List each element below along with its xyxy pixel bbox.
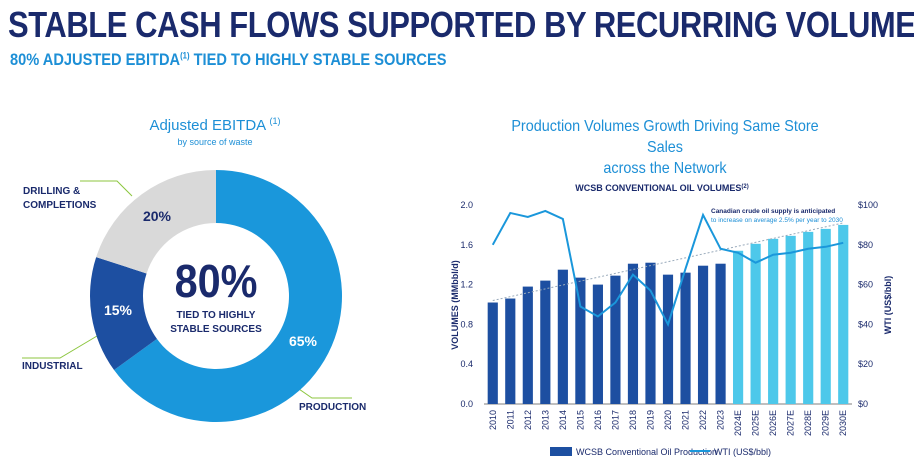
x-tick-label: 2022 [698, 410, 708, 430]
y-axis-left: 0.0 0.4 0.8 1.2 1.6 2.0 [460, 200, 473, 409]
x-tick-label: 2014 [558, 410, 568, 430]
bars [487, 224, 849, 404]
bar [680, 272, 691, 404]
y2-tick-label: $40 [858, 319, 873, 329]
x-tick-label: 2012 [523, 410, 533, 430]
bar [715, 263, 726, 404]
chart-title: Production Volumes Growth Driving Same S… [511, 118, 819, 177]
x-tick-label: 2029E [821, 410, 831, 436]
label-drilling: DRILLING & COMPLETIONS [23, 186, 97, 211]
x-tick-label: 2018 [628, 410, 638, 430]
bar [505, 298, 516, 404]
x-tick-label: 2011 [505, 410, 515, 429]
bar [487, 302, 498, 404]
legend-bar-label: WCSB Conventional Oil Production [576, 447, 717, 457]
chart-subtitle-footnote: (2) [741, 184, 748, 190]
x-tick-label: 2019 [645, 410, 655, 430]
y2-tick-label: $80 [858, 240, 873, 250]
donut-subtitle: by source of waste [177, 137, 253, 147]
legend: WCSB Conventional Oil Production WTI (US… [550, 447, 771, 457]
x-tick-label: 2015 [575, 410, 585, 430]
y2-tick-label: $60 [858, 280, 873, 290]
x-tick-label: 2020 [663, 410, 673, 430]
page-title: STABLE CASH FLOWS SUPPORTED BY RECURRING… [8, 4, 914, 45]
x-tick-label: 2025E [751, 410, 761, 436]
legend-bar-swatch [550, 447, 572, 456]
x-tick-label: 2010 [488, 410, 498, 430]
x-tick-label: 2024E [733, 410, 743, 436]
bar [803, 231, 814, 404]
bar [838, 224, 849, 404]
bar [697, 265, 709, 404]
y2-axis-label: WTI (US$/bbl) [883, 276, 893, 335]
x-tick-label: 2023 [716, 410, 726, 430]
bar [540, 280, 551, 404]
x-tick-label: 2021 [681, 410, 691, 430]
y-axis-right: $0 $20 $40 $60 $80 $100 [858, 200, 878, 409]
bar [820, 228, 831, 404]
annotation-line2: to increase on average 2.5% per year to … [711, 217, 843, 224]
x-tick-label: 2028E [803, 410, 813, 436]
y2-tick-label: $20 [858, 359, 873, 369]
bar [645, 262, 656, 404]
y-tick-label: 1.2 [460, 280, 473, 290]
label-industrial: INDUSTRIAL [22, 361, 83, 372]
bar [662, 274, 674, 404]
bar [522, 286, 533, 404]
subtitle-main: 80% ADJUSTED EBITDA [10, 50, 181, 69]
x-tick-label: 2013 [540, 410, 550, 430]
bar [557, 269, 568, 404]
y2-tick-label: $0 [858, 399, 868, 409]
x-tick-label: 2016 [593, 410, 603, 430]
label-production: PRODUCTION [299, 402, 367, 413]
annotation-line1: Canadian crude oil supply is anticipated [711, 208, 835, 215]
chart-subtitle: WCSB CONVENTIONAL OIL VOLUMES(2) [575, 183, 749, 193]
x-tick-label: 2027E [786, 410, 796, 436]
bar [785, 235, 796, 404]
bar [610, 275, 621, 404]
x-axis-ticks: 2010 2011 2012 2013 2014 2015 2016 2017 2018 2019… [488, 410, 848, 436]
bar [627, 263, 639, 404]
y-tick-label: 0.0 [460, 399, 473, 409]
y-tick-label: 2.0 [460, 200, 473, 210]
y-tick-label: 0.8 [460, 319, 473, 329]
subtitle-footnote: (1) [180, 50, 190, 61]
y2-tick-label: $100 [858, 200, 878, 210]
legend-line-label: WTI (US$/bbl) [714, 447, 771, 457]
x-tick-label: 2030E [838, 410, 848, 436]
donut-title: Adjusted EBITDA (1) [149, 116, 281, 134]
y-axis-label: VOLUMES (MMbbl/d) [450, 260, 460, 350]
y-tick-label: 0.4 [460, 359, 473, 369]
x-tick-label: 2017 [610, 410, 620, 430]
y-tick-label: 1.6 [460, 240, 473, 250]
bar [768, 238, 779, 404]
page-subtitle: 80% ADJUSTED EBITDA(1) TIED TO HIGHLY ST… [10, 50, 447, 70]
bar [733, 250, 744, 404]
x-tick-label: 2026E [768, 410, 778, 436]
wti-line [491, 209, 844, 328]
bar [575, 277, 586, 404]
donut-title-footnote: (1) [269, 116, 281, 126]
subtitle-rest: TIED TO HIGHLY STABLE SOURCES [189, 50, 447, 69]
bar [592, 284, 603, 404]
bar [750, 243, 761, 404]
